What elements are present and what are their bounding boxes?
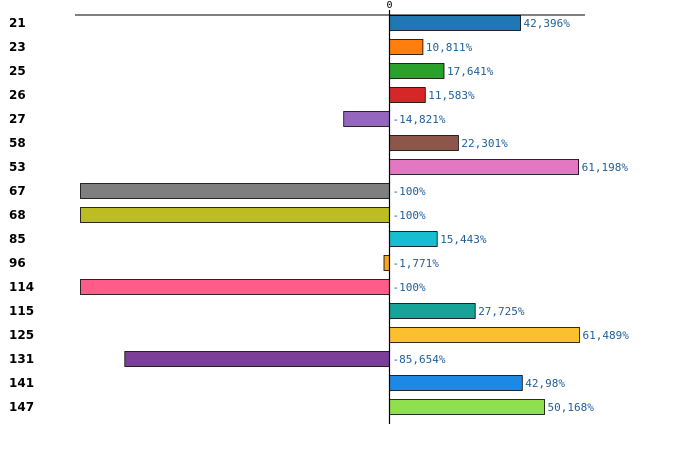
bar (389, 87, 426, 103)
bar (389, 15, 521, 31)
category-label: 141 (9, 376, 34, 390)
bar (124, 351, 390, 367)
value-label: 61,198% (582, 161, 629, 174)
bar (80, 207, 390, 223)
value-label: -100% (393, 281, 426, 294)
category-label: 96 (9, 256, 26, 270)
category-label: 26 (9, 88, 26, 102)
value-label: 42,98% (525, 377, 565, 390)
value-label: 42,396% (524, 17, 571, 30)
category-label: 67 (9, 184, 26, 198)
category-label: 115 (9, 304, 34, 318)
value-label: 10,811% (426, 41, 473, 54)
bar (343, 111, 390, 127)
value-label: -100% (393, 185, 426, 198)
bar (389, 303, 476, 319)
bar (389, 39, 424, 55)
value-label: -1,771% (393, 257, 440, 270)
value-label: 22,301% (461, 137, 508, 150)
value-label: -14,821% (393, 113, 446, 126)
zero-tick-label: 0 (386, 0, 392, 11)
value-label: 15,443% (440, 233, 487, 246)
category-label: 125 (9, 328, 34, 342)
value-label: 11,583% (428, 89, 475, 102)
category-label: 68 (9, 208, 26, 222)
value-label: -100% (393, 209, 426, 222)
category-label: 21 (9, 16, 26, 30)
bar (80, 279, 390, 295)
bar (389, 327, 580, 343)
bar (80, 183, 390, 199)
bar (389, 231, 438, 247)
category-label: 131 (9, 352, 34, 366)
value-label: 61,489% (583, 329, 630, 342)
category-label: 114 (9, 280, 34, 294)
category-label: 53 (9, 160, 26, 174)
category-label: 23 (9, 40, 26, 54)
value-label: 27,725% (478, 305, 525, 318)
bar (389, 135, 459, 151)
value-label: 17,641% (447, 65, 494, 78)
bar (389, 375, 523, 391)
category-label: 25 (9, 64, 26, 78)
value-label: -85,654% (393, 353, 446, 366)
value-label: 50,168% (548, 401, 595, 414)
bar (389, 399, 545, 415)
bar (389, 63, 445, 79)
bar (389, 159, 580, 175)
category-label: 27 (9, 112, 26, 126)
bars-group: 21 42,396% 23 10,811% 25 17,641% 26 11,583% 27 -1… (9, 15, 630, 415)
category-label: 147 (9, 400, 34, 414)
category-label: 85 (9, 232, 26, 246)
bar (383, 255, 390, 271)
category-label: 58 (9, 136, 26, 150)
